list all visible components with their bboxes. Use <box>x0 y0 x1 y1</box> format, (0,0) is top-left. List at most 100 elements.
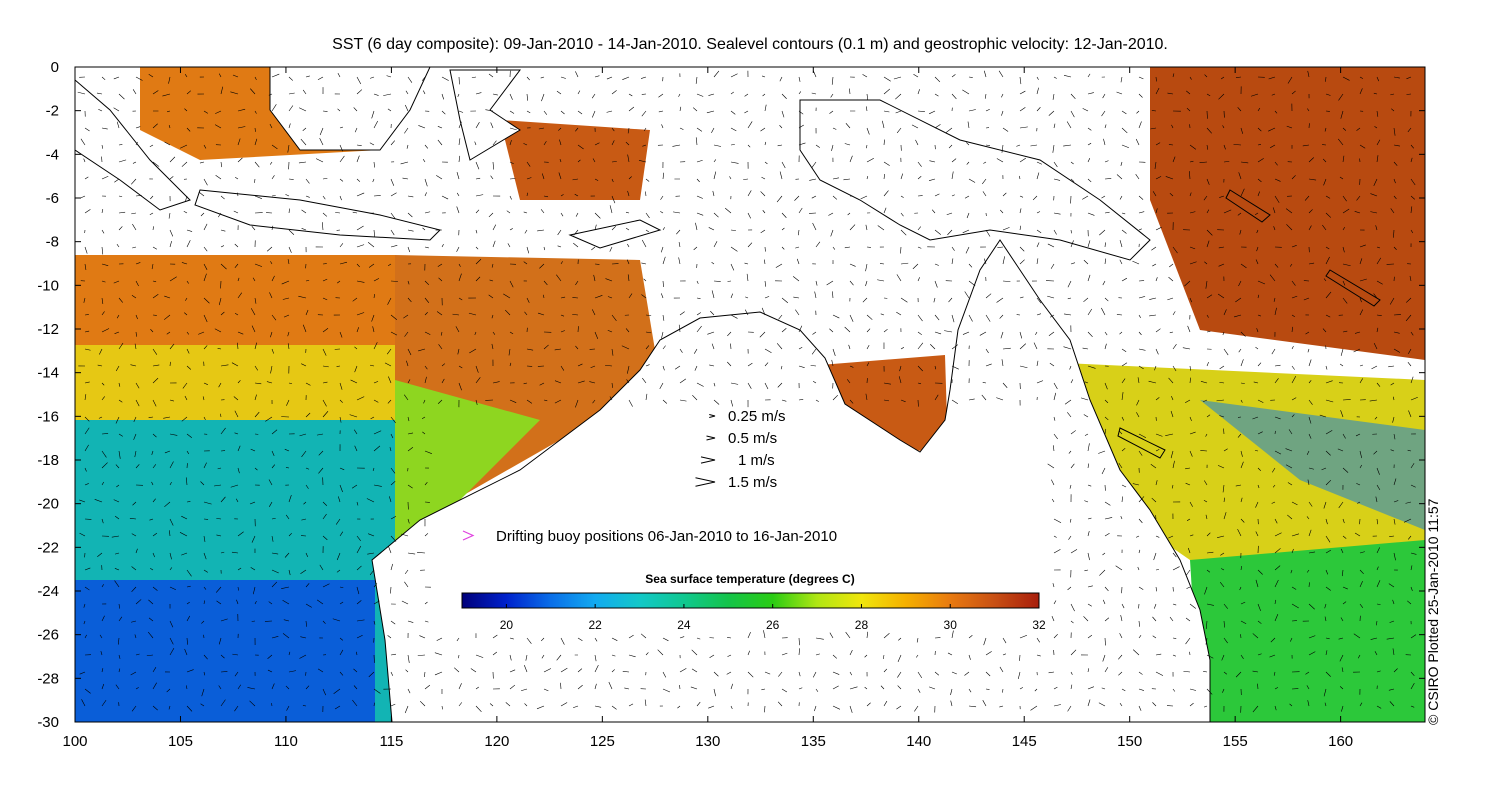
velocity-vector <box>218 297 222 306</box>
velocity-vector <box>1286 224 1293 231</box>
velocity-vector <box>1120 161 1123 166</box>
velocity-vector <box>288 382 293 385</box>
velocity-vector <box>1070 463 1075 469</box>
velocity-legend: 0.25 m/s0.5 m/s1 m/s1.5 m/s <box>695 408 786 491</box>
velocity-vector <box>203 273 207 282</box>
velocity-vector <box>135 280 139 287</box>
velocity-vector <box>1002 688 1004 693</box>
velocity-vector <box>436 175 443 180</box>
velocity-vector <box>1189 603 1196 609</box>
velocity-vector <box>1308 359 1312 367</box>
velocity-vector <box>356 192 365 197</box>
velocity-vector <box>113 280 120 284</box>
velocity-vector <box>218 685 222 690</box>
velocity-vector <box>148 74 154 78</box>
velocity-vector <box>917 314 923 322</box>
velocity-vector <box>781 161 786 169</box>
velocity-vector <box>217 348 222 350</box>
velocity-vector <box>269 292 273 299</box>
velocity-vector <box>1152 263 1157 267</box>
velocity-vector <box>537 312 545 316</box>
velocity-vector <box>1357 654 1361 659</box>
velocity-vector <box>505 309 511 316</box>
velocity-vector <box>621 345 630 350</box>
velocity-vector <box>254 342 257 350</box>
velocity-vector <box>203 462 207 469</box>
velocity-vector <box>929 110 936 115</box>
velocity-vector <box>1220 76 1225 80</box>
velocity-vector <box>762 93 766 97</box>
velocity-vector <box>1257 158 1264 163</box>
velocity-vector <box>1206 178 1210 185</box>
velocity-vector <box>284 448 290 452</box>
velocity-vector <box>574 193 579 197</box>
velocity-vector <box>438 344 443 350</box>
velocity-vector <box>523 211 528 214</box>
velocity-vector <box>781 688 788 693</box>
velocity-vector <box>696 212 704 216</box>
velocity-vector <box>407 518 410 524</box>
velocity-vector <box>1069 484 1072 489</box>
velocity-vector <box>101 127 108 130</box>
velocity-vector <box>1155 480 1158 486</box>
velocity-vector <box>1218 246 1225 249</box>
velocity-vector <box>1121 416 1125 421</box>
velocity-vector <box>1337 448 1344 452</box>
velocity-vector <box>644 699 647 707</box>
velocity-vector <box>169 552 172 560</box>
velocity-vector <box>184 195 188 203</box>
velocity-vector <box>877 225 885 231</box>
velocity-vector <box>288 246 292 253</box>
velocity-vector <box>1121 362 1128 367</box>
velocity-vector <box>945 127 953 133</box>
borneo-landmass <box>269 67 431 151</box>
velocity-vector <box>1376 257 1382 265</box>
y-tick-label: -4 <box>46 146 59 163</box>
velocity-vector <box>1034 688 1038 692</box>
velocity-vector <box>985 688 990 690</box>
velocity-vector <box>1392 648 1395 656</box>
velocity-vector <box>401 533 409 537</box>
velocity-vector <box>1189 297 1193 303</box>
velocity-vector <box>1222 484 1225 493</box>
velocity-vector <box>1325 93 1331 96</box>
velocity-vector <box>554 380 562 384</box>
velocity-vector <box>1359 603 1364 608</box>
velocity-vector <box>169 586 177 590</box>
velocity-vector <box>866 93 869 101</box>
velocity-vector <box>254 411 260 418</box>
velocity-vector <box>492 331 496 335</box>
velocity-vector <box>798 124 804 129</box>
velocity-vector <box>316 433 324 436</box>
velocity-vector <box>135 195 142 197</box>
velocity-vector <box>1252 705 1259 713</box>
velocity-vector <box>373 294 375 299</box>
velocity-vector <box>1019 208 1022 214</box>
velocity-vector <box>318 450 324 456</box>
velocity-vector <box>83 620 86 625</box>
velocity-vector <box>118 654 121 659</box>
colorbar-tick-label: 24 <box>677 618 691 632</box>
velocity-vector <box>1373 178 1378 186</box>
velocity-vector <box>1392 416 1395 423</box>
velocity-vector <box>1138 93 1143 98</box>
velocity-vector <box>1149 314 1157 317</box>
x-tick-label: 110 <box>274 733 298 750</box>
velocity-vector <box>611 140 615 146</box>
velocity-vector <box>1206 688 1213 695</box>
velocity-vector <box>999 666 1004 673</box>
velocity-vector <box>1101 307 1106 316</box>
velocity-vector <box>1322 158 1327 163</box>
velocity-vector <box>1375 225 1378 231</box>
x-tick-label: 135 <box>801 733 826 750</box>
velocity-vector <box>118 195 123 198</box>
velocity-vector <box>864 686 868 690</box>
new-guinea-landmass <box>799 99 1151 261</box>
velocity-vector <box>1185 399 1191 404</box>
velocity-vector <box>322 620 326 624</box>
x-tick-label: 115 <box>379 733 403 750</box>
velocity-vector <box>1171 124 1174 129</box>
velocity-vector <box>606 110 613 113</box>
velocity-vector <box>1257 653 1262 656</box>
y-tick-label: -8 <box>46 234 59 251</box>
